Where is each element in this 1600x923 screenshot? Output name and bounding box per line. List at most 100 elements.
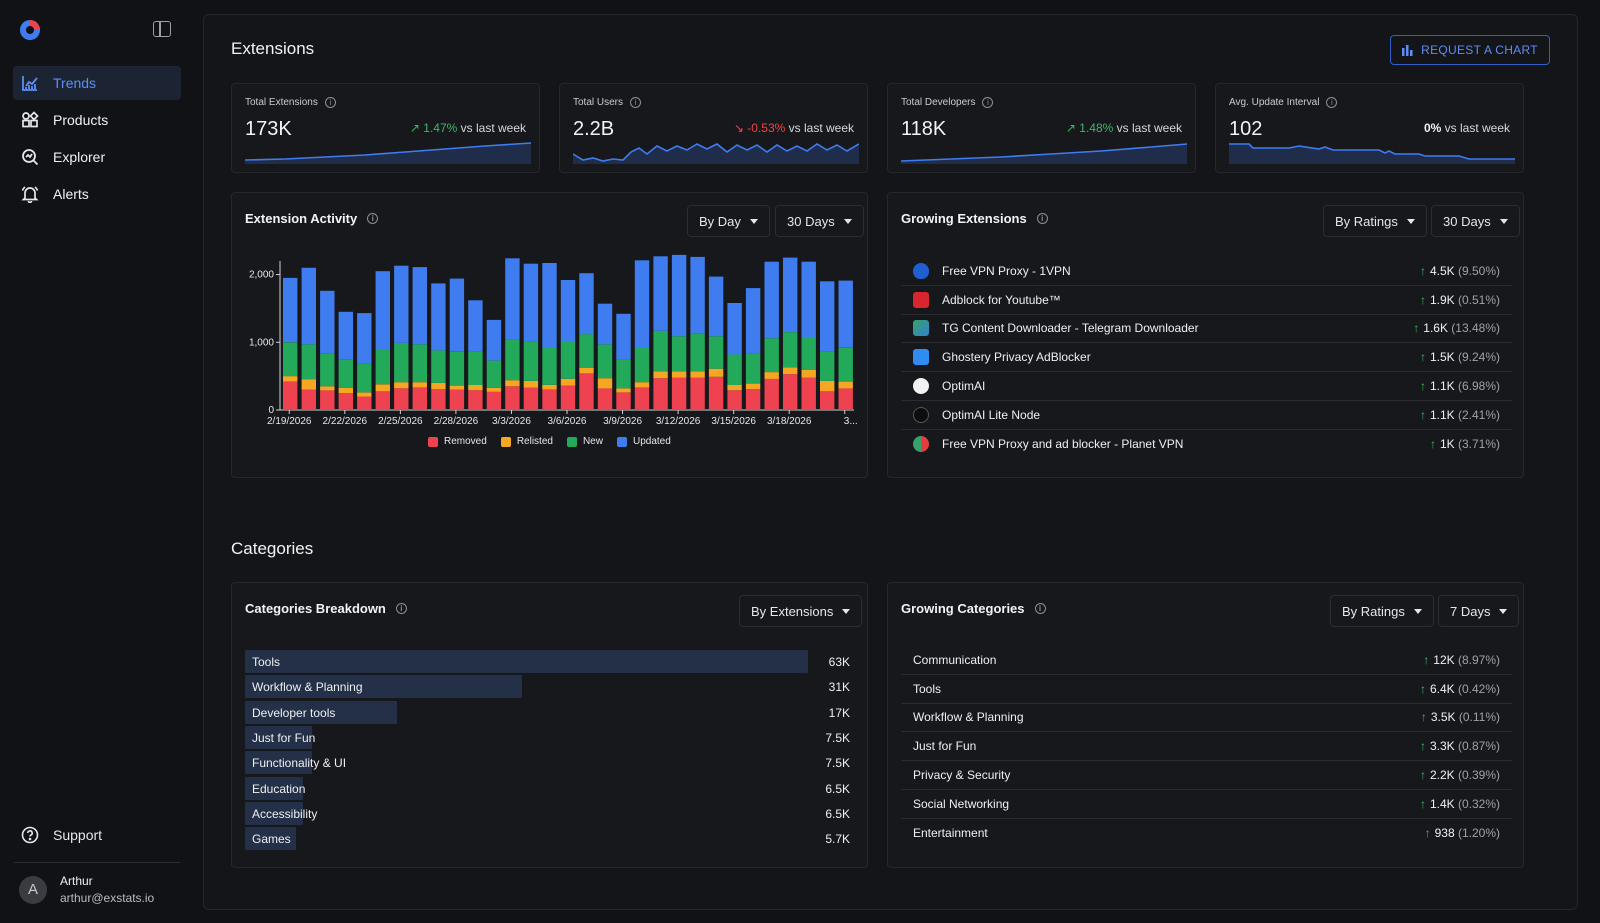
- bar-segment-removed[interactable]: [653, 378, 668, 410]
- bar-segment-new[interactable]: [301, 344, 316, 380]
- collapse-sidebar-icon[interactable]: [153, 21, 171, 37]
- bar-row[interactable]: Tools 63K: [245, 650, 850, 673]
- bar-segment-removed[interactable]: [634, 387, 650, 410]
- sort-dropdown[interactable]: By Ratings: [1330, 595, 1434, 627]
- bar-segment-removed[interactable]: [412, 387, 427, 410]
- bar-segment-new[interactable]: [560, 340, 576, 379]
- list-item[interactable]: Free VPN Proxy - 1VPN ↑ 4.5K (9.50%): [901, 257, 1512, 286]
- bar-segment-new[interactable]: [431, 350, 446, 383]
- bar-segment-removed[interactable]: [338, 393, 353, 410]
- bar-row[interactable]: Developer tools 17K: [245, 700, 850, 724]
- list-item[interactable]: TG Content Downloader - Telegram Downloa…: [901, 314, 1512, 344]
- list-item[interactable]: Tools ↑ 6.4K (0.42%): [901, 675, 1512, 704]
- bar-segment-relisted[interactable]: [283, 376, 298, 382]
- bar-segment-removed[interactable]: [560, 385, 576, 410]
- info-icon[interactable]: i: [367, 213, 379, 224]
- bar-segment-updated[interactable]: [357, 313, 372, 364]
- info-icon[interactable]: i: [1034, 603, 1046, 614]
- bar-segment-relisted[interactable]: [486, 387, 502, 392]
- bar-segment-relisted[interactable]: [301, 379, 316, 390]
- bar-segment-new[interactable]: [412, 344, 427, 383]
- bar-segment-updated[interactable]: [708, 276, 724, 337]
- bar-segment-relisted[interactable]: [560, 378, 576, 386]
- bar-segment-updated[interactable]: [338, 311, 353, 360]
- bar-row[interactable]: Games 5.7K: [245, 827, 850, 851]
- bar-segment-removed[interactable]: [505, 386, 520, 410]
- range-dropdown[interactable]: 7 Days: [1438, 595, 1520, 627]
- user-profile[interactable]: A Arthur arthur@exstats.io: [19, 874, 154, 905]
- range-dropdown[interactable]: 30 Days: [1431, 205, 1520, 237]
- bar-segment-new[interactable]: [505, 339, 520, 381]
- bar-segment-new[interactable]: [523, 341, 539, 381]
- bar-segment-removed[interactable]: [542, 389, 557, 410]
- bar-segment-removed[interactable]: [616, 392, 631, 410]
- bar-segment-new[interactable]: [468, 351, 483, 385]
- bar-segment-relisted[interactable]: [801, 370, 816, 378]
- bar-segment-new[interactable]: [320, 353, 335, 387]
- bar-segment-relisted[interactable]: [764, 372, 779, 379]
- bar-segment-relisted[interactable]: [412, 382, 427, 388]
- bar-segment-updated[interactable]: [764, 261, 779, 339]
- range-dropdown[interactable]: 30 Days: [775, 205, 864, 237]
- bar-segment-relisted[interactable]: [838, 381, 853, 389]
- bar-segment-new[interactable]: [764, 338, 779, 373]
- bar-segment-updated[interactable]: [486, 319, 502, 361]
- bar-segment-relisted[interactable]: [727, 384, 742, 391]
- bar-segment-removed[interactable]: [468, 390, 483, 410]
- bar-segment-removed[interactable]: [671, 377, 687, 411]
- bar-row[interactable]: Education 6.5K: [245, 776, 850, 800]
- bar-segment-updated[interactable]: [301, 267, 316, 345]
- bar-segment-relisted[interactable]: [783, 367, 798, 375]
- bar-row[interactable]: Just for Fun 7.5K: [245, 725, 850, 749]
- bar-segment-removed[interactable]: [801, 377, 816, 411]
- support-link[interactable]: Support: [21, 826, 102, 844]
- bar-segment-new[interactable]: [838, 347, 853, 382]
- bar-segment-updated[interactable]: [449, 278, 465, 352]
- bar-segment-updated[interactable]: [745, 288, 761, 354]
- bar-segment-new[interactable]: [634, 347, 650, 383]
- avatar[interactable]: A: [19, 875, 47, 904]
- bar-segment-updated[interactable]: [523, 263, 539, 342]
- bar-row[interactable]: Functionality & UI 7.5K: [245, 751, 850, 775]
- bar-segment-updated[interactable]: [412, 267, 427, 345]
- bar-segment-removed[interactable]: [357, 396, 372, 411]
- list-item[interactable]: Ghostery Privacy AdBlocker ↑ 1.5K (9.24%): [901, 343, 1512, 373]
- list-item[interactable]: Communication ↑ 12K (8.97%): [901, 646, 1512, 675]
- bar-segment-updated[interactable]: [431, 283, 446, 351]
- bar-segment-removed[interactable]: [745, 389, 761, 410]
- bar-segment-updated[interactable]: [579, 273, 594, 335]
- bar-segment-removed[interactable]: [783, 374, 798, 410]
- list-item[interactable]: Social Networking ↑ 1.4K (0.32%): [901, 790, 1512, 819]
- list-item[interactable]: Adblock for Youtube™ ↑ 1.9K (0.51%): [901, 286, 1512, 315]
- list-item[interactable]: Privacy & Security ↑ 2.2K (0.39%): [901, 761, 1512, 790]
- group-by-dropdown[interactable]: By Day: [687, 205, 770, 237]
- bar-segment-relisted[interactable]: [745, 383, 761, 389]
- info-icon[interactable]: i: [324, 97, 336, 108]
- bar-segment-new[interactable]: [357, 363, 372, 393]
- list-item[interactable]: OptimAI Lite Node ↑ 1.1K (2.41%): [901, 401, 1512, 430]
- bar-segment-removed[interactable]: [301, 389, 316, 410]
- bar-segment-updated[interactable]: [375, 271, 390, 350]
- sidebar-item-products[interactable]: Products: [13, 103, 181, 137]
- bar-segment-updated[interactable]: [838, 280, 853, 348]
- bar-segment-new[interactable]: [375, 349, 390, 385]
- bar-segment-new[interactable]: [338, 359, 353, 388]
- bar-segment-updated[interactable]: [653, 256, 668, 331]
- bar-segment-removed[interactable]: [431, 389, 446, 410]
- exstats-logo[interactable]: [18, 18, 42, 42]
- info-icon[interactable]: i: [630, 97, 642, 108]
- bar-segment-new[interactable]: [486, 360, 502, 388]
- sort-dropdown[interactable]: By Extensions: [739, 595, 863, 627]
- list-item[interactable]: Just for Fun ↑ 3.3K (0.87%): [901, 732, 1512, 762]
- bar-segment-new[interactable]: [597, 344, 613, 379]
- bar-segment-removed[interactable]: [838, 388, 853, 410]
- bar-segment-removed[interactable]: [690, 377, 705, 411]
- bar-segment-relisted[interactable]: [671, 371, 687, 378]
- bar-segment-updated[interactable]: [801, 261, 816, 338]
- bar-segment-updated[interactable]: [616, 313, 631, 360]
- bar-segment-relisted[interactable]: [653, 371, 668, 379]
- bar-segment-updated[interactable]: [560, 280, 576, 341]
- bar-segment-relisted[interactable]: [634, 382, 650, 388]
- bar-segment-removed[interactable]: [375, 391, 390, 410]
- bar-segment-new[interactable]: [801, 337, 816, 371]
